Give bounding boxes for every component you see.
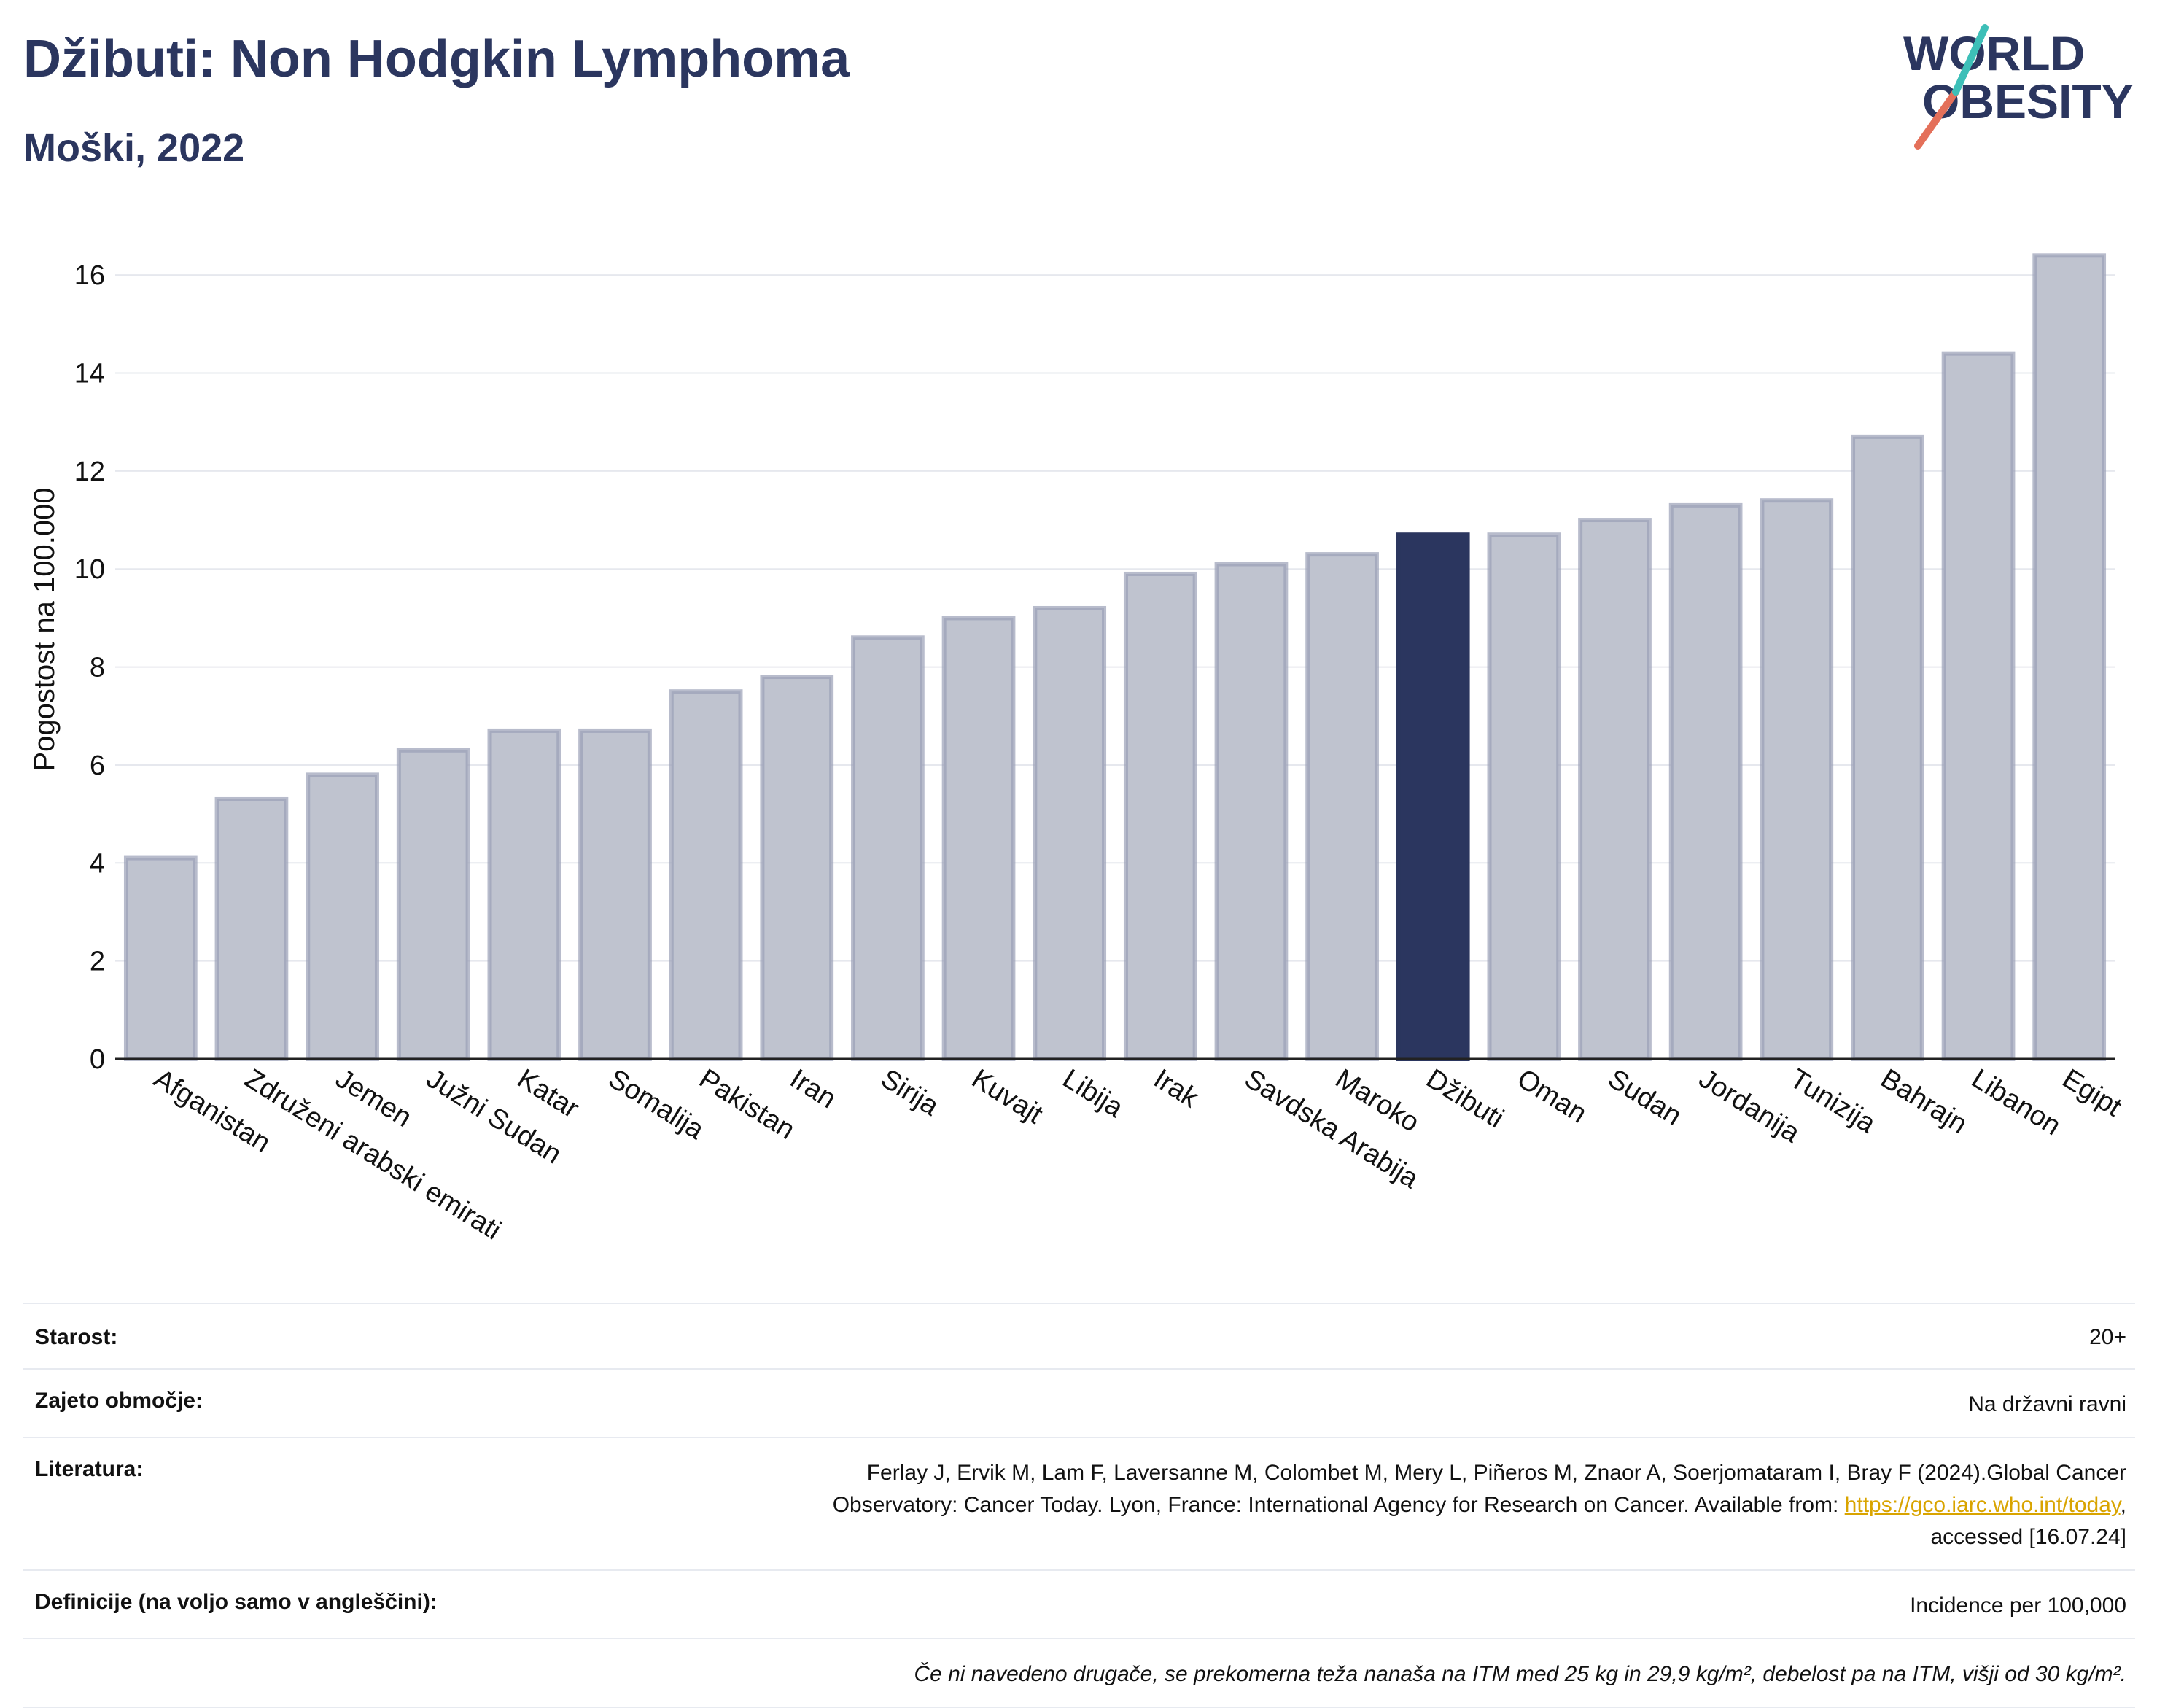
bar [851,635,925,1061]
x-tick-label: Jordanija [1693,1063,1806,1149]
bar [123,855,198,1061]
y-tick-label: 10 [74,554,105,585]
x-tick-label: Egipt [2057,1063,2127,1123]
bar [396,748,470,1061]
bar [1851,434,1924,1061]
x-tick-label: Bahrajn [1876,1063,1973,1140]
logo-text-world: WORLD [1903,26,2085,80]
bar [1123,571,1197,1061]
x-tick-label: Pakistan [693,1063,800,1146]
chart-title: Džibuti: Non Hodgkin Lymphoma [23,30,850,88]
obesity-definition-note: Če ni navedeno drugače, se prekomerna te… [914,1662,2126,1686]
reference-label: Literatura: [35,1457,144,1481]
reference-text-4: accessed [16.07.24] [1930,1525,2126,1549]
logo-slash-teal [1952,24,1989,96]
definitions-label: Definicije (na voljo samo v angleščini): [35,1590,438,1614]
bar [578,728,652,1062]
y-tick-label: 16 [74,260,105,291]
chart-subtitle: Moški, 2022 [23,126,245,170]
y-tick-label: 8 [90,653,105,683]
bar [306,772,379,1061]
bar [1578,518,1652,1061]
reference-text-1: Ferlay J, Ervik M, Lam F, Laversanne M, … [866,1461,2126,1485]
reference-text-2: Observatory: Cancer Today. Lyon, France:… [832,1493,1845,1517]
bar [1668,502,1743,1061]
world-obesity-logo: WORLD OBESITY [1903,24,2134,150]
bar [1760,498,1834,1061]
age-label: Starost: [35,1325,118,1349]
x-tick-label: Sirija [876,1063,945,1122]
logo-slash-red [1914,88,1959,150]
reference-text-3: , [2120,1493,2126,1517]
info-row-definitions: Definicije (na voljo samo v angleščini):… [23,1569,2135,1638]
bar [1487,532,1561,1061]
info-row-reference: Literatura: Ferlay J, Ervik M, Lam F, La… [23,1437,2135,1569]
x-tick-label: Libija [1057,1063,1129,1124]
bars [123,253,2107,1062]
info-row-note: Če ni navedeno drugače, se prekomerna te… [23,1638,2135,1708]
y-axis-label: Pogostost na 100.000 [28,487,61,771]
x-tick-label: Libanon [1966,1063,2066,1141]
bar-highlight [1396,532,1470,1061]
age-value: 20+ [2089,1325,2126,1349]
info-row-coverage: Zajeto območje: Na državni ravni [23,1368,2135,1437]
bar [1305,552,1379,1062]
y-tick-label: 6 [90,750,105,781]
x-tick-label: Iran [785,1063,842,1114]
bar [669,689,743,1061]
bar [1214,562,1289,1061]
y-tick-label: 2 [90,947,105,977]
y-tick-label: 0 [90,1044,105,1075]
definitions-value: Incidence per 100,000 [1910,1594,2126,1618]
logo-text-obesity: OBESITY [1922,74,2134,128]
coverage-label: Zajeto območje: [35,1389,203,1413]
x-tick-label: Irak [1149,1063,1205,1114]
x-tick-label: Džibuti [1420,1063,1509,1134]
x-tick-label: Oman [1512,1063,1592,1129]
bar [2032,253,2107,1061]
x-tick-label: Somalija [603,1063,710,1146]
info-table: Starost: 20+ Zajeto območje: Na državni … [23,1303,2135,1708]
bar [1941,351,2016,1062]
x-tick-label: Kuvajt [966,1063,1048,1130]
x-tick-label: Katar [512,1063,585,1125]
bar [941,616,1016,1061]
y-tick-label: 4 [90,848,105,879]
bar [760,675,834,1061]
x-tick-label: Sudan [1603,1063,1687,1132]
bar [487,728,561,1062]
bar [214,796,289,1062]
coverage-value: Na državni ravni [1968,1392,2126,1416]
y-tick-label: 14 [74,359,105,389]
reference-value: Ferlay J, Ervik M, Lam F, Laversanne M, … [833,1457,2126,1553]
reference-link[interactable]: https://gco.iarc.who.int/today [1844,1493,2121,1517]
info-row-age: Starost: 20+ [23,1303,2135,1368]
y-tick-label: 12 [74,457,105,487]
bar [1033,605,1107,1061]
